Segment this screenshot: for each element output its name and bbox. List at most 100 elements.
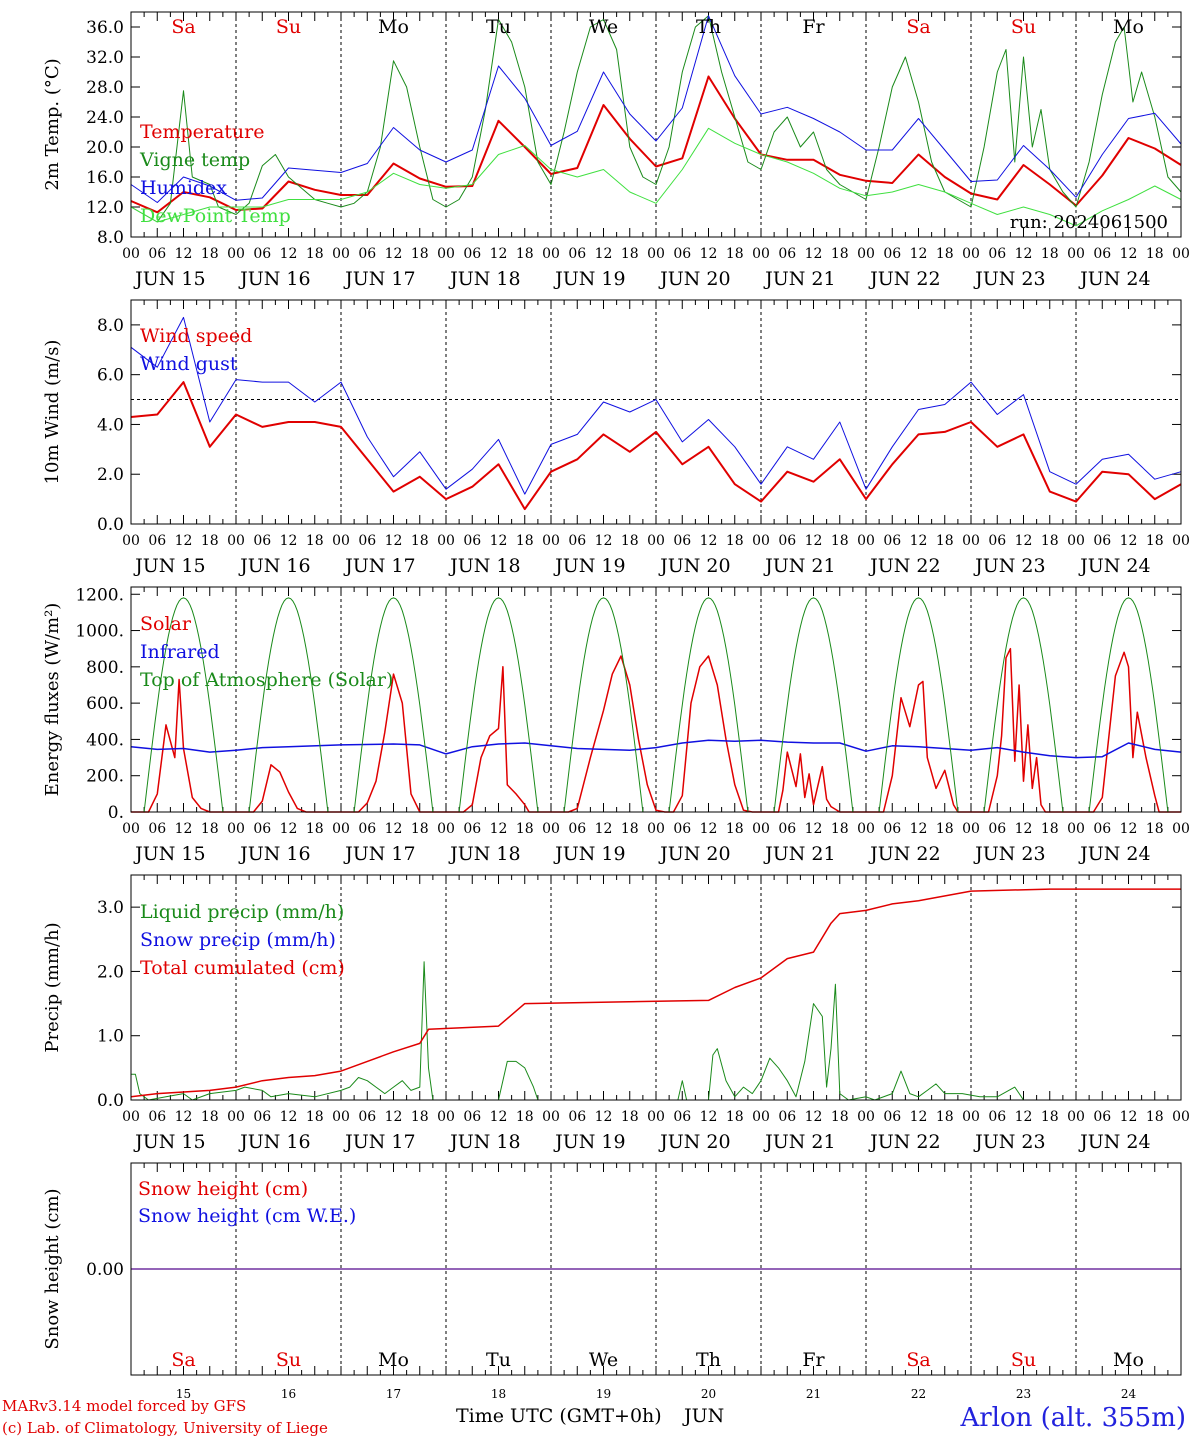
hour-tick-label: 12 [280,246,298,262]
hour-tick-label: 18 [306,1109,324,1125]
day-number-label: 23 [1016,1387,1031,1401]
hour-tick-label: 06 [148,1109,166,1125]
hour-tick-label: 18 [201,533,219,549]
date-label: JUN 19 [553,555,625,577]
hour-tick-label: 18 [516,246,534,262]
hour-tick-label: 18 [831,821,849,837]
y-axis-title: Snow height (cm) [42,1188,63,1349]
hour-tick-label: 06 [148,821,166,837]
y-tick-label: 2.0 [97,465,124,485]
hour-tick-label: 12 [385,821,403,837]
date-label: JUN 17 [343,843,415,865]
date-label: JUN 23 [973,555,1045,577]
hour-tick-label: 12 [1120,1109,1138,1125]
y-axis-title: 10m Wind (m/s) [42,340,63,485]
hour-tick-label: 18 [516,533,534,549]
legend-entry: Snow height (cm W.E.) [138,1205,356,1227]
hour-tick-label: 12 [805,246,823,262]
hour-tick-label: 00 [437,1109,455,1125]
date-label: JUN 18 [448,843,520,865]
date-label: JUN 20 [658,555,730,577]
y-tick-label: 1.0 [97,1027,124,1047]
model-credit: MARv3.14 model forced by GFS [2,1397,247,1415]
hour-tick-label: 06 [358,246,376,262]
date-label: JUN 15 [133,843,205,865]
hour-tick-label: 06 [463,821,481,837]
hour-tick-label: 12 [1015,246,1033,262]
hour-tick-label: 18 [1041,246,1059,262]
hour-tick-label: 12 [385,246,403,262]
hour-tick-label: 18 [1041,821,1059,837]
legend-entry: Snow precip (mm/h) [140,929,336,951]
date-label: JUN 22 [868,843,940,865]
hour-tick-label: 06 [988,246,1006,262]
date-label: JUN 20 [658,1131,730,1153]
day-number-label: 21 [806,1387,821,1401]
date-label: JUN 15 [133,1131,205,1153]
date-label: JUN 19 [553,1131,625,1153]
hour-tick-label: 12 [700,821,718,837]
hour-tick-label: 00 [857,821,875,837]
hour-tick-label: 06 [148,246,166,262]
day-number-label: 19 [596,1387,611,1401]
hour-tick-label: 18 [726,1109,744,1125]
hour-tick-label: 12 [595,533,613,549]
hour-tick-label: 00 [122,246,140,262]
hour-tick-label: 00 [752,1109,770,1125]
hour-tick-label: 00 [332,246,350,262]
y-tick-label: 3.0 [97,898,124,918]
hour-tick-label: 06 [253,246,271,262]
date-label: JUN 21 [763,555,835,577]
y-tick-label: 36.0 [86,18,124,38]
hour-tick-label: 06 [778,533,796,549]
hour-tick-label: 00 [1172,533,1190,549]
y-tick-label: 0.00 [86,1260,124,1280]
hour-tick-label: 06 [883,533,901,549]
panel-5: 0.00 Snow height (cm) Snow height (cm) Snow… [42,1162,1182,1401]
hour-tick-label: 12 [805,821,823,837]
hour-tick-label: 00 [647,246,665,262]
hour-tick-label: 12 [490,246,508,262]
hour-tick-label: 12 [1015,1109,1033,1125]
weekday-label: Mo [1113,16,1144,38]
hour-tick-label: 12 [490,1109,508,1125]
hour-tick-label: 00 [962,533,980,549]
hour-tick-label: 18 [306,821,324,837]
weekday-label: We [589,16,618,38]
weekday-label: Th [696,1349,721,1371]
plot-frame [130,874,1182,1101]
y-axis-title: Precip (mm/h) [42,922,63,1052]
hour-tick-label: 00 [227,821,245,837]
hour-tick-label: 00 [437,821,455,837]
date-label: JUN 22 [868,268,940,290]
hour-tick-label: 06 [253,821,271,837]
weekday-label: Sa [906,16,930,38]
hour-tick-label: 12 [1120,533,1138,549]
series-line [130,888,1181,1098]
y-tick-label: 200. [86,767,124,787]
hour-tick-label: 00 [857,533,875,549]
hour-tick-label: 00 [1067,821,1085,837]
hour-tick-label: 06 [778,821,796,837]
hour-tick-label: 00 [122,533,140,549]
date-label: JUN 24 [1078,555,1150,577]
hour-tick-label: 06 [673,246,691,262]
date-label: JUN 17 [343,555,415,577]
legend-entry: Total cumulated (cm) [140,957,345,979]
hour-tick-label: 18 [411,533,429,549]
hour-tick-label: 06 [358,533,376,549]
hour-tick-label: 18 [1146,533,1164,549]
hour-tick-label: 00 [647,1109,665,1125]
hour-tick-label: 06 [988,1109,1006,1125]
legend-entry: Humidex [140,177,227,199]
legend-entry: Solar [140,613,192,635]
date-label: JUN 17 [343,1131,415,1153]
y-tick-label: 400. [86,730,124,750]
hour-tick-label: 18 [1146,1109,1164,1125]
hour-tick-label: 06 [358,821,376,837]
panel-3: 0. 200. 400. 600. 800. 1000. 1200. Energy fluxe… [42,585,1190,865]
hour-tick-label: 12 [280,533,298,549]
hour-tick-label: 00 [962,1109,980,1125]
day-number-label: 15 [176,1387,191,1401]
hour-tick-label: 12 [700,1109,718,1125]
